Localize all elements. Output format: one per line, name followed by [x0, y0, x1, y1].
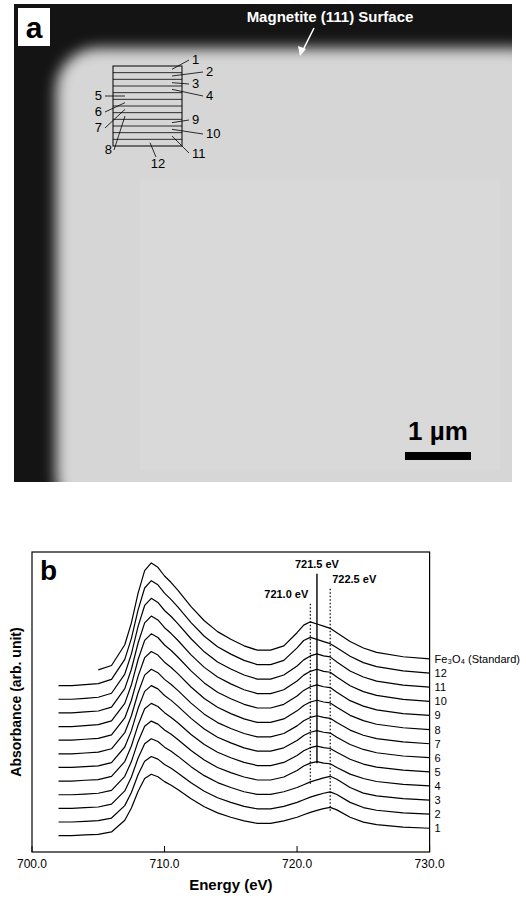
- figure: aMagnetite (111) Surface1234567891011121…: [0, 0, 527, 903]
- x-tick-label: 710.0: [150, 857, 180, 871]
- y-axis-title: Absorbance (arb. unit): [8, 627, 24, 776]
- region-label: 1: [192, 52, 199, 67]
- series-label: 4: [435, 780, 441, 792]
- data-lines: [59, 563, 430, 836]
- row-divider: [113, 106, 182, 107]
- panel-label-ground: [18, 8, 50, 46]
- series-label: 11: [435, 681, 446, 693]
- series-label: 5: [435, 766, 441, 778]
- region-leader: [114, 116, 125, 150]
- region-leader: [172, 60, 189, 69]
- energy-marker-line: [316, 574, 317, 764]
- surface-label: Magnetite (111) Surface: [247, 8, 414, 25]
- x-tick-label: 720.0: [282, 857, 312, 871]
- x-tick: [164, 846, 165, 852]
- magnetite-crystal: [56, 48, 512, 482]
- row-divider: [113, 86, 182, 87]
- region-label: 5: [95, 88, 102, 103]
- series-label: 6: [435, 752, 441, 764]
- panel-b: 123456789101112Fe₃O₄ (Standard)700.0710.…: [8, 552, 520, 893]
- scale-bar: [405, 452, 471, 460]
- analysis-box: [113, 66, 182, 146]
- spectrum-line: [59, 774, 430, 835]
- spectrum-line: [59, 652, 430, 741]
- plot-frame: [32, 552, 430, 852]
- region-label: 11: [192, 146, 206, 161]
- crystal-texture: [140, 180, 500, 470]
- spectrum-line: [59, 686, 430, 768]
- spectrum-line: [59, 616, 430, 713]
- surface-arrow: [303, 28, 314, 50]
- energy-marker-label: 721.0 eV: [264, 588, 309, 600]
- region-label: 10: [206, 126, 220, 141]
- region-label: 7: [95, 120, 102, 135]
- region-leader: [172, 129, 203, 134]
- energy-marker-line: [330, 589, 331, 811]
- region-label: 3: [192, 76, 199, 91]
- region-label: 8: [105, 142, 112, 157]
- row-divider: [113, 132, 182, 133]
- region-label: 2: [206, 64, 213, 79]
- x-tick: [297, 846, 298, 852]
- region-leader: [150, 143, 156, 157]
- row-divider: [113, 72, 182, 73]
- series-label: 3: [435, 794, 441, 806]
- x-tick-label: 730.0: [415, 857, 445, 871]
- region-label: 6: [95, 104, 102, 119]
- region-label: 4: [206, 88, 213, 103]
- series-label: 9: [435, 709, 441, 721]
- row-divider: [113, 99, 182, 100]
- region-leader: [172, 120, 189, 123]
- row-divider: [113, 92, 182, 93]
- panel-a: aMagnetite (111) Surface1234567891011121…: [14, 4, 527, 518]
- x-axis-title: Energy (eV): [189, 876, 272, 893]
- surface-arrow-head: [298, 46, 306, 56]
- region-leader: [172, 136, 189, 153]
- series-label: 8: [435, 724, 441, 736]
- energy-marker-line: [310, 604, 311, 784]
- series-label: 12: [435, 667, 447, 679]
- series-label: 10: [435, 695, 447, 707]
- row-divider: [113, 119, 182, 120]
- spectrum-line: [98, 563, 429, 670]
- region-label: 12: [151, 156, 165, 171]
- series-label: 2: [435, 808, 441, 820]
- spectrum-line: [59, 669, 430, 754]
- energy-marker-label: 721.5 eV: [295, 558, 340, 570]
- series-label: 7: [435, 738, 441, 750]
- series-label: 1: [435, 822, 441, 834]
- row-divider: [113, 139, 182, 140]
- scale-bar-label: 1 µm: [408, 416, 468, 446]
- region-label: 9: [192, 112, 199, 127]
- spectrum-line: [59, 703, 430, 781]
- panel-label: b: [40, 555, 57, 586]
- region-leader: [105, 103, 125, 112]
- x-tick: [32, 846, 33, 852]
- x-tick: [429, 846, 430, 852]
- spectrum-line: [59, 581, 430, 686]
- row-divider: [113, 112, 182, 113]
- region-leader: [172, 89, 203, 96]
- series-label: Fe₃O₄ (Standard): [435, 653, 520, 665]
- x-tick-label: 700.0: [17, 857, 47, 871]
- panel-label: a: [26, 11, 43, 44]
- row-divider: [113, 126, 182, 127]
- spectrum-line: [59, 598, 430, 699]
- image-content: [56, 48, 512, 482]
- energy-marker-label: 722.5 eV: [332, 573, 377, 585]
- region-leader: [105, 96, 125, 97]
- row-divider: [113, 79, 182, 80]
- region-leader: [172, 83, 189, 84]
